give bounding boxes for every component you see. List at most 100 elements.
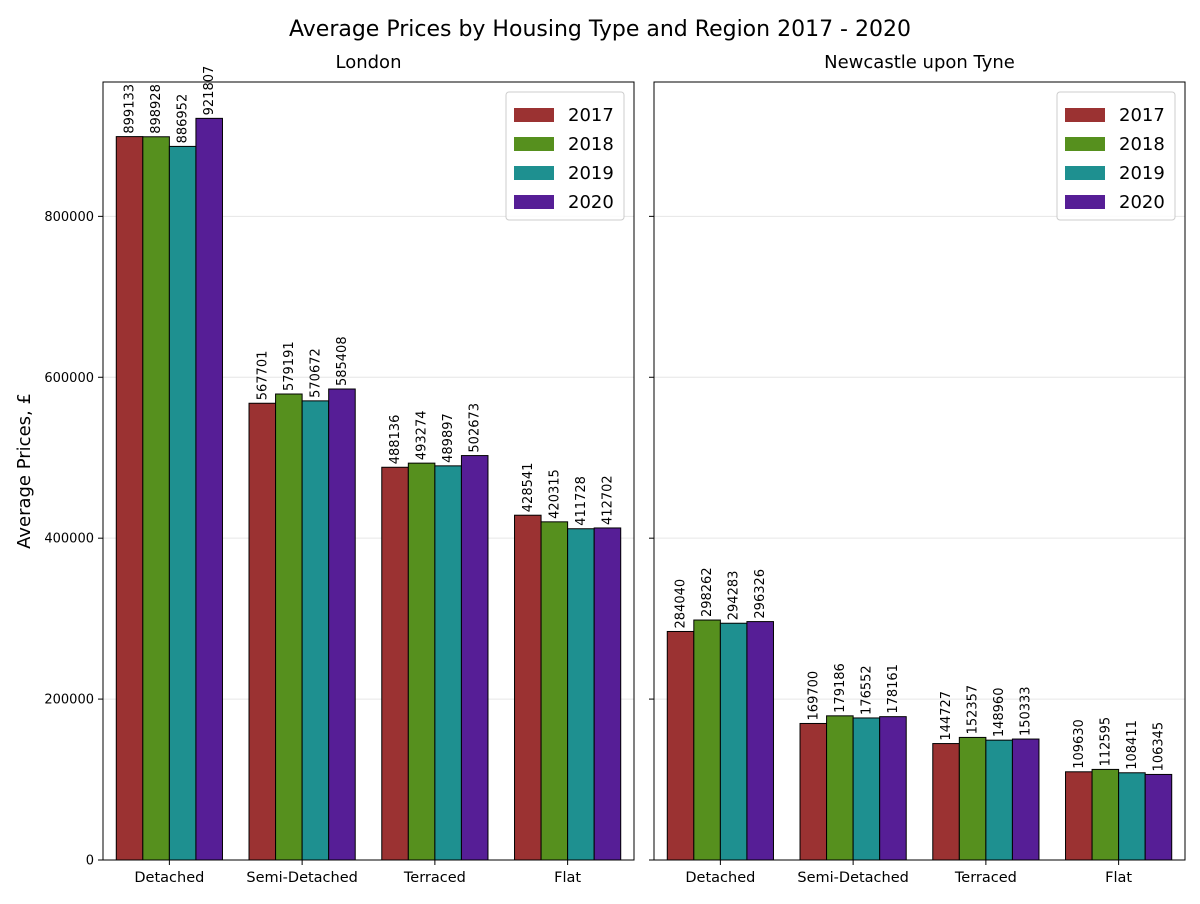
legend-label: 2019 [568, 163, 614, 184]
bar-2020-flat [1144, 773, 1173, 861]
x-tick-label: Semi-Detached [797, 870, 908, 886]
bar-2017-detached [115, 136, 144, 861]
bar-2019-detached [719, 622, 748, 861]
bar-2018-detached [693, 619, 721, 861]
legend-swatch-2017 [1065, 108, 1105, 122]
x-tick-label: Semi-Detached [246, 870, 357, 886]
bar-value-label: 150333 [1019, 686, 1034, 736]
bar-2019-semi-detached [852, 717, 881, 861]
legend-swatch-2018 [514, 137, 554, 151]
y-axis-label: Average Prices, £ [14, 393, 35, 549]
axes-frame [653, 81, 1186, 861]
bar-2018-semi-detached [275, 393, 303, 861]
bar-value-label: 179186 [833, 663, 848, 713]
bar-2017-terraced [932, 743, 960, 861]
bar-2018-detached [142, 136, 170, 861]
bar-2020-detached [195, 117, 223, 861]
bar-2017-semi-detached [799, 722, 828, 861]
bar-2019-detached [168, 145, 197, 861]
bar-value-label: 412702 [600, 475, 615, 525]
x-tick-label: Detached [685, 870, 755, 886]
legend-swatch-2017 [514, 108, 554, 122]
bar-value-label: 294283 [727, 571, 742, 621]
bar-value-label: 585408 [335, 336, 350, 386]
bar-value-label: 108411 [1125, 720, 1140, 770]
bar-2020-semi-detached [879, 716, 907, 861]
bar-value-label: 570672 [308, 348, 323, 398]
bar-value-label: 428541 [521, 463, 536, 513]
x-tick-label: Flat [554, 870, 581, 886]
bar-value-label: 152357 [966, 685, 981, 735]
legend-label: 2017 [568, 105, 614, 126]
bar-value-label: 178161 [886, 664, 901, 714]
bar-value-label: 579191 [282, 341, 297, 391]
bar-2020-flat [593, 527, 622, 861]
bar-value-label: 921807 [202, 66, 217, 116]
bar-2019-flat [1118, 772, 1146, 861]
bar-value-label: 169700 [806, 671, 821, 721]
bar-value-label: 296326 [753, 569, 768, 619]
bar-value-label: 886952 [176, 94, 191, 144]
legend-label: 2018 [1119, 134, 1165, 155]
y-tick-label: 200000 [44, 693, 94, 708]
bar-value-label: 284040 [674, 579, 689, 629]
bar-2019-terraced [985, 739, 1013, 861]
bar-2019-flat [567, 528, 595, 861]
figure-title: Average Prices by Housing Type and Regio… [289, 17, 911, 42]
panel-title: Newcastle upon Tyne [824, 52, 1015, 73]
legend-box [505, 91, 625, 221]
y-tick-label: 600000 [44, 371, 94, 386]
bar-value-label: 502673 [468, 403, 483, 453]
bar-value-label: 112595 [1098, 717, 1113, 767]
bar-value-label: 493274 [415, 410, 430, 460]
x-tick-label: Detached [134, 870, 204, 886]
bar-2020-terraced [1011, 738, 1040, 861]
x-tick-label: Terraced [403, 870, 466, 886]
legend-swatch-2019 [514, 166, 554, 180]
bar-2017-flat [1065, 771, 1093, 861]
legend-swatch-2020 [514, 195, 554, 209]
bar-value-label: 488136 [388, 415, 403, 465]
legend-swatch-2020 [1065, 195, 1105, 209]
bar-2020-semi-detached [328, 388, 356, 861]
panel-title: London [336, 52, 402, 73]
legend-label: 2018 [568, 134, 614, 155]
legend-label: 2017 [1119, 105, 1165, 126]
bar-value-label: 148960 [992, 688, 1007, 738]
bar-2017-detached [666, 630, 695, 861]
bar-2018-flat [1091, 768, 1120, 861]
bar-value-label: 898928 [149, 84, 164, 134]
bar-2018-flat [540, 521, 569, 861]
x-tick-label: Terraced [954, 870, 1017, 886]
legend-swatch-2019 [1065, 166, 1105, 180]
legend-label: 2020 [1119, 192, 1165, 213]
bar-value-label: 176552 [859, 665, 874, 715]
bar-2019-terraced [434, 465, 462, 861]
bar-2018-terraced [407, 462, 436, 861]
bar-value-label: 899133 [123, 84, 138, 134]
bar-value-label: 420315 [547, 469, 562, 519]
bar-value-label: 298262 [700, 567, 715, 617]
y-tick-label: 800000 [44, 210, 94, 225]
bar-value-label: 567701 [255, 351, 270, 401]
panel-london: 899133 567701 488136 428541 898928 579191 4932… [14, 52, 635, 886]
bar-2020-terraced [460, 455, 489, 861]
y-tick-label: 400000 [44, 532, 94, 547]
bar-value-label: 106345 [1151, 722, 1166, 772]
bar-2018-semi-detached [826, 715, 854, 861]
bar-2017-semi-detached [248, 402, 277, 861]
legend-label: 2019 [1119, 163, 1165, 184]
x-tick-label: Flat [1105, 870, 1132, 886]
bar-2020-detached [746, 621, 774, 861]
legend-label: 2020 [568, 192, 614, 213]
y-tick-label: 0 [86, 854, 94, 869]
legend-box [1056, 91, 1176, 221]
bar-value-label: 144727 [939, 691, 954, 741]
bar-2017-terraced [381, 466, 409, 861]
axes-frame [102, 81, 635, 861]
bar-2018-terraced [958, 736, 987, 861]
legend-swatch-2018 [1065, 137, 1105, 151]
bar-value-label: 489897 [441, 413, 456, 463]
